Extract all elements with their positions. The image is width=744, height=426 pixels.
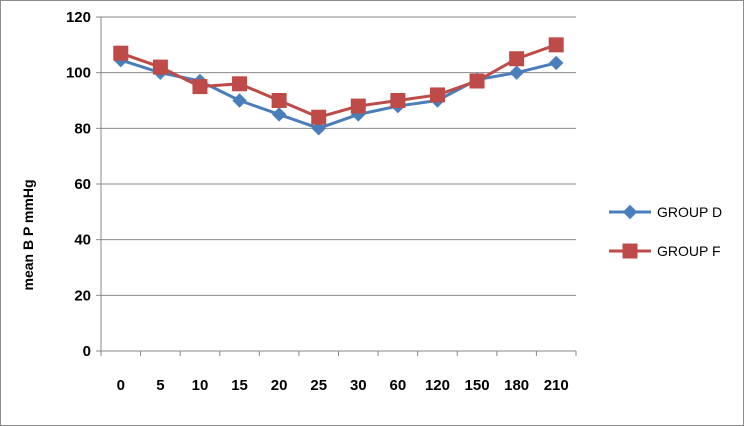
x-tick-label: 5 xyxy=(156,377,164,394)
data-point xyxy=(469,73,485,89)
x-tick-label: 30 xyxy=(350,377,367,394)
x-tick-label: 15 xyxy=(231,377,248,394)
axes xyxy=(100,17,577,356)
legend-label: GROUP D xyxy=(657,204,722,220)
data-point xyxy=(429,87,445,103)
series-line xyxy=(120,58,557,130)
x-tick-label: 25 xyxy=(310,377,327,394)
x-tick-label: 180 xyxy=(504,377,529,394)
legend: GROUP D GROUP F xyxy=(609,204,722,259)
x-tick-label: 210 xyxy=(544,377,569,394)
y-tick-label: 120 xyxy=(66,9,91,26)
y-tick-label: 100 xyxy=(66,65,91,82)
series-group-d xyxy=(113,52,564,136)
y-tick-label: 20 xyxy=(74,287,91,304)
data-point xyxy=(113,45,129,61)
data-point xyxy=(549,55,564,71)
legend-item: GROUP D xyxy=(609,204,722,220)
y-tick-label: 60 xyxy=(74,176,91,193)
data-point xyxy=(509,51,525,67)
x-tick-label: 120 xyxy=(425,377,450,394)
data-point xyxy=(311,109,327,125)
y-axis-title: mean B P mmHg xyxy=(20,180,36,291)
data-point xyxy=(509,65,524,80)
y-tick-label: 80 xyxy=(74,120,91,137)
x-tick-label: 0 xyxy=(117,377,125,394)
y-tick-label: 0 xyxy=(83,343,91,360)
legend-item: GROUP F xyxy=(609,243,721,259)
series-layer xyxy=(113,37,564,136)
y-tick-label: 40 xyxy=(74,232,91,249)
data-point xyxy=(311,121,326,136)
data-point xyxy=(232,76,248,92)
x-tick-label: 60 xyxy=(390,377,407,394)
series-group-f xyxy=(113,37,564,125)
data-point xyxy=(390,93,406,108)
y-tick-labels: 0 20 40 60 80 100 120 xyxy=(66,9,91,360)
x-tick-labels: 0 5 10 15 20 25 30 60 120 150 180 210 xyxy=(117,377,569,394)
data-point xyxy=(152,59,168,75)
x-tick-label: 20 xyxy=(271,377,288,394)
data-point xyxy=(350,98,366,114)
legend-marker xyxy=(622,243,638,259)
series-line xyxy=(120,43,557,119)
data-point xyxy=(192,79,208,95)
legend-marker xyxy=(622,204,638,220)
legend-label: GROUP F xyxy=(657,243,721,259)
data-point xyxy=(271,93,287,108)
data-point xyxy=(548,37,564,53)
gridlines xyxy=(96,16,576,352)
data-point xyxy=(271,107,287,122)
x-tick-label: 150 xyxy=(465,377,490,394)
data-point xyxy=(232,93,247,108)
x-tick-label: 10 xyxy=(192,377,209,394)
